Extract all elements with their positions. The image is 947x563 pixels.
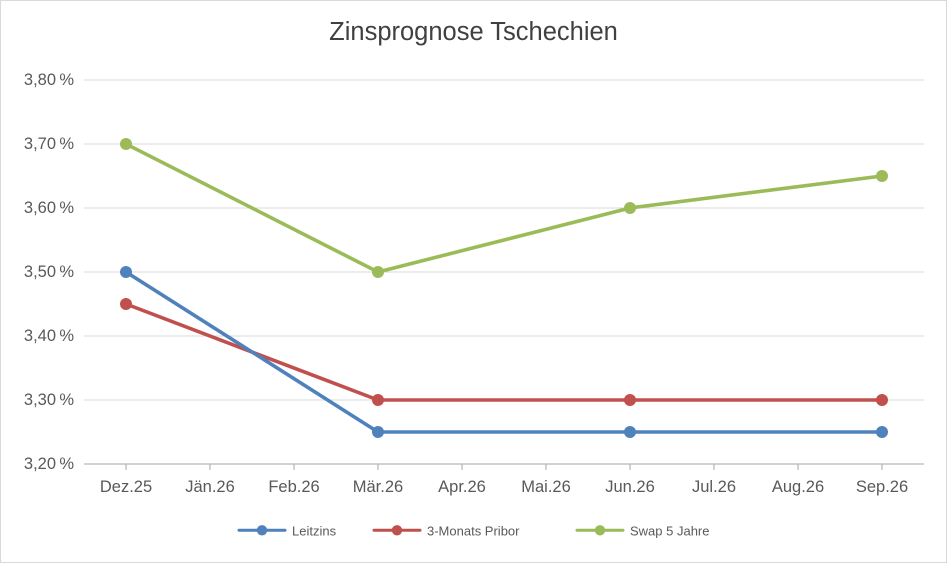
- svg-text:3,60 %: 3,60 %: [24, 199, 74, 217]
- svg-text:3,30 %: 3,30 %: [24, 391, 74, 409]
- svg-text:Jän.26: Jän.26: [185, 478, 235, 496]
- svg-text:Feb.26: Feb.26: [268, 478, 319, 496]
- svg-text:3,50 %: 3,50 %: [24, 263, 74, 281]
- svg-text:3,80 %: 3,80 %: [24, 71, 74, 89]
- svg-text:Aug.26: Aug.26: [772, 478, 824, 496]
- svg-text:Leitzins: Leitzins: [292, 523, 337, 538]
- svg-text:3-Monats Pribor: 3-Monats Pribor: [427, 523, 520, 538]
- svg-text:Dez.25: Dez.25: [100, 478, 152, 496]
- svg-text:Apr.26: Apr.26: [438, 478, 486, 496]
- svg-text:Sep.26: Sep.26: [856, 478, 908, 496]
- svg-text:Jun.26: Jun.26: [605, 478, 655, 496]
- svg-text:Mai.26: Mai.26: [521, 478, 571, 496]
- svg-text:3,20 %: 3,20 %: [24, 455, 74, 473]
- svg-text:Jul.26: Jul.26: [692, 478, 736, 496]
- svg-text:Mär.26: Mär.26: [353, 478, 403, 496]
- svg-text:Swap 5 Jahre: Swap 5 Jahre: [630, 523, 710, 538]
- svg-text:3,40 %: 3,40 %: [24, 327, 74, 345]
- svg-text:3,70 %: 3,70 %: [24, 135, 74, 153]
